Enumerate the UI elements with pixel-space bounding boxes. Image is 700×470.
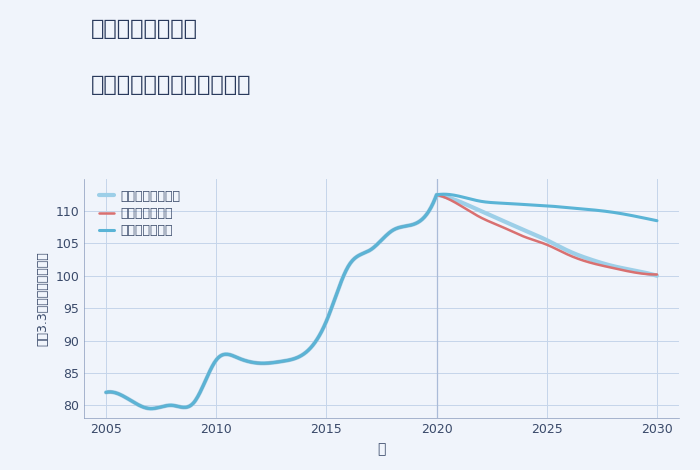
- ノーマルシナリオ: [433, 192, 441, 197]
- ノーマルシナリオ: [168, 402, 176, 408]
- バッドシナリオ: [386, 229, 394, 235]
- バッドシナリオ: [168, 402, 176, 408]
- グッドシナリオ: [589, 207, 597, 213]
- Text: 兵庫県姫路市継の: 兵庫県姫路市継の: [91, 19, 198, 39]
- グッドシナリオ: [386, 229, 394, 235]
- Text: 中古マンションの価格推移: 中古マンションの価格推移: [91, 75, 251, 95]
- Line: グッドシナリオ: グッドシナリオ: [106, 194, 657, 408]
- バッドシナリオ: [102, 390, 110, 395]
- ノーマルシナリオ: [274, 359, 283, 365]
- グッドシナリオ: [168, 402, 176, 408]
- バッドシナリオ: [530, 237, 538, 243]
- グッドシナリオ: [147, 406, 155, 411]
- バッドシナリオ: [204, 373, 212, 378]
- バッドシナリオ: [589, 260, 597, 266]
- バッドシナリオ: [274, 359, 283, 365]
- グッドシナリオ: [274, 359, 283, 365]
- グッドシナリオ: [204, 373, 212, 378]
- ノーマルシナリオ: [530, 232, 538, 237]
- ノーマルシナリオ: [147, 406, 155, 411]
- ノーマルシナリオ: [589, 258, 597, 263]
- Legend: ノーマルシナリオ, バッドシナリオ, グッドシナリオ: ノーマルシナリオ, バッドシナリオ, グッドシナリオ: [96, 187, 183, 240]
- ノーマルシナリオ: [204, 373, 212, 378]
- グッドシナリオ: [439, 191, 447, 197]
- グッドシナリオ: [102, 390, 110, 395]
- グッドシナリオ: [653, 218, 662, 224]
- ノーマルシナリオ: [102, 390, 110, 395]
- Y-axis label: 坪（3.3㎡）単価（万円）: 坪（3.3㎡）単価（万円）: [36, 251, 50, 346]
- ノーマルシナリオ: [386, 229, 394, 235]
- X-axis label: 年: 年: [377, 442, 386, 456]
- Line: バッドシナリオ: バッドシナリオ: [106, 195, 657, 408]
- Line: ノーマルシナリオ: ノーマルシナリオ: [106, 195, 657, 408]
- バッドシナリオ: [147, 406, 155, 411]
- ノーマルシナリオ: [653, 273, 662, 279]
- バッドシナリオ: [653, 272, 662, 277]
- グッドシナリオ: [530, 202, 538, 208]
- バッドシナリオ: [433, 192, 441, 197]
